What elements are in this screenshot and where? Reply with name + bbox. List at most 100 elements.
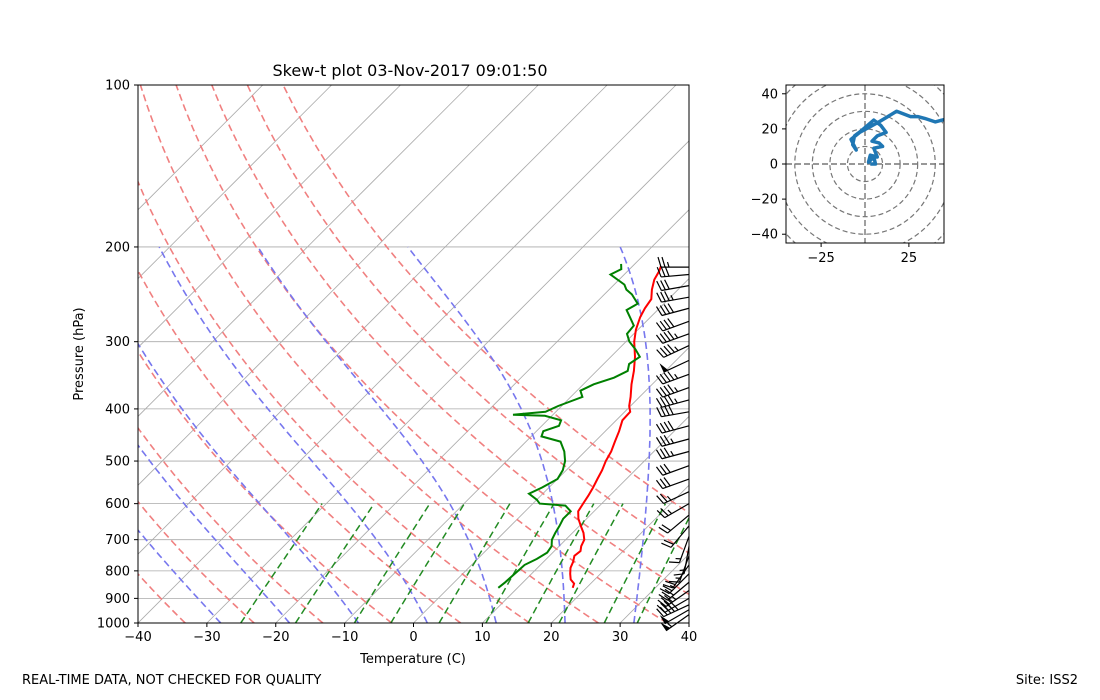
wind-barb-full <box>663 421 671 432</box>
dry-adiabat-line <box>138 572 186 623</box>
wind-barb-full <box>659 386 667 397</box>
wind-barb-full <box>655 322 664 332</box>
mixing-ratio-line <box>603 503 667 623</box>
wind-barb-full <box>664 405 670 416</box>
site-label: Site: ISS2 <box>1015 673 1078 688</box>
wind-barb-full <box>663 304 671 314</box>
wind-barb <box>655 477 690 490</box>
wind-barb <box>655 420 690 434</box>
wind-barb <box>657 256 689 268</box>
wind-barb-staff <box>667 514 690 534</box>
y-tick-label: 200 <box>105 240 130 255</box>
dewpoint-trace <box>497 263 642 589</box>
wind-barb-full <box>655 306 663 316</box>
wind-barb-full <box>658 594 668 601</box>
wind-barb-full <box>664 588 675 596</box>
wind-barb <box>658 514 690 534</box>
isotherm-line <box>138 85 401 349</box>
wind-barb-half <box>670 295 674 301</box>
wind-barb-full <box>663 345 672 355</box>
wind-barb-staff <box>664 597 690 613</box>
wind-barb-full <box>665 580 676 586</box>
wind-barb-half <box>667 509 673 515</box>
wind-barb-full <box>663 385 671 395</box>
wind-barb-staff <box>664 503 690 519</box>
wind-barb-flag <box>660 622 671 631</box>
moist-adiabat-line <box>138 342 360 623</box>
wind-barb <box>655 330 690 344</box>
wind-barb-full <box>661 542 672 548</box>
dry-adiabat-line <box>138 179 531 623</box>
wind-barb-full <box>664 266 670 277</box>
wind-barb-staff <box>661 296 690 303</box>
wind-barb <box>659 609 690 625</box>
wind-barb-staff <box>661 273 690 278</box>
wind-barb-half <box>674 373 679 379</box>
y-axis-label: Pressure (hPa) <box>72 307 87 400</box>
wind-barb-full <box>655 437 663 447</box>
y-tick-label: 1000 <box>97 617 130 632</box>
wind-barb-half <box>671 595 677 601</box>
wind-barb-full <box>663 372 671 382</box>
wind-barb-full <box>663 434 671 445</box>
wind-barb <box>673 546 690 576</box>
isotherm-line <box>688 622 689 623</box>
wind-barb-full <box>655 479 664 489</box>
wind-barb-half <box>666 495 672 501</box>
wind-barb-full <box>659 320 667 330</box>
x-tick-label: 40 <box>681 630 698 645</box>
wind-barb-full <box>661 524 671 531</box>
wind-barb-full <box>659 422 667 433</box>
wind-barb-staff <box>670 525 690 548</box>
wind-barb <box>655 434 690 447</box>
wind-barb <box>655 447 690 460</box>
wind-barb-full <box>667 420 675 431</box>
wind-barb-full <box>661 256 666 268</box>
wind-barb-full <box>655 398 663 408</box>
mixing-ratio-line <box>558 503 624 623</box>
x-tick-label: −30 <box>193 630 220 645</box>
wind-barb-staff <box>662 386 690 398</box>
wind-barb-full <box>667 318 675 328</box>
wind-barb <box>656 597 690 613</box>
wind-barb-full <box>660 508 669 517</box>
wind-barb <box>656 279 690 292</box>
wind-barb-full <box>667 303 675 313</box>
y-tick-label: 600 <box>105 497 130 512</box>
wind-barb-staff <box>663 345 690 358</box>
wind-barb-full <box>663 319 671 329</box>
x-tick-label: −10 <box>331 630 358 645</box>
temperature-trace <box>569 265 662 589</box>
wind-barb-full <box>663 539 674 545</box>
wind-barb-staff <box>663 491 690 505</box>
wind-barb-staff <box>662 478 690 490</box>
wind-barb <box>656 404 690 418</box>
wind-barb <box>656 491 690 505</box>
wind-barb-full <box>656 349 665 358</box>
wind-barb <box>656 603 690 618</box>
wind-barb-full <box>656 495 665 504</box>
wind-barb-staff <box>661 307 690 317</box>
wind-barb <box>668 536 690 564</box>
mixing-ratio-line <box>353 503 431 623</box>
wind-barb-full <box>667 344 675 353</box>
x-tick-label: 10 <box>474 630 491 645</box>
wind-barb-staff <box>663 359 690 373</box>
wind-barb-staff <box>683 546 690 574</box>
x-tick-label: −40 <box>124 630 151 645</box>
wind-barb-full <box>659 373 667 383</box>
mixing-ratio-line <box>240 503 323 623</box>
wind-barb-full <box>664 279 670 290</box>
wind-barb-half <box>669 584 676 589</box>
wind-barb <box>656 291 690 303</box>
y-tick-label: 800 <box>105 564 130 579</box>
wind-barb-full <box>656 266 662 278</box>
isotherm-line <box>138 85 539 486</box>
wind-barb-full <box>668 561 680 564</box>
dry-adiabat-line <box>138 426 324 623</box>
wind-barb-full <box>663 447 671 457</box>
wind-barb-full <box>660 406 666 417</box>
x-tick-label: 0 <box>409 630 417 645</box>
y-tick-label: 700 <box>105 533 130 548</box>
wind-barb-full <box>662 585 673 592</box>
